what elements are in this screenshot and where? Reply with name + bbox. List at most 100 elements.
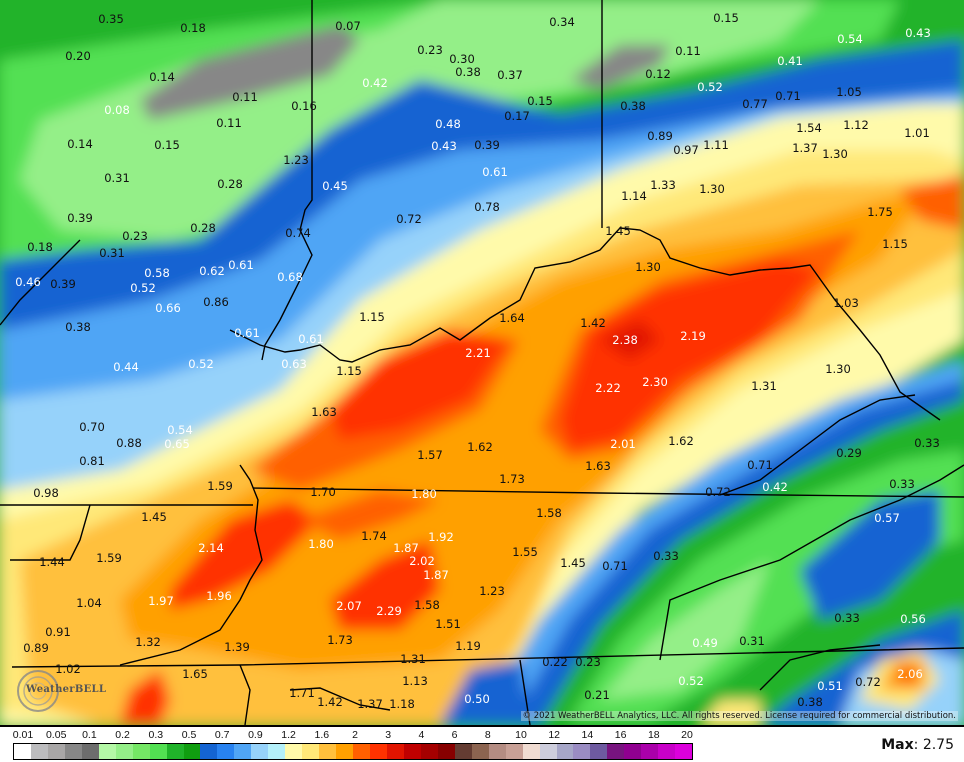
precip-value-label: 1.71 <box>289 686 315 700</box>
precip-value-label: 1.18 <box>389 697 415 711</box>
precip-value-label: 0.33 <box>914 436 940 450</box>
precip-value-label: 0.15 <box>713 11 739 25</box>
legend-swatch <box>285 744 303 759</box>
precip-value-label: 1.03 <box>833 296 859 310</box>
legend-swatch <box>590 744 608 759</box>
precip-value-label: 0.66 <box>155 301 181 315</box>
precip-value-label: 0.71 <box>775 89 801 103</box>
legend-tick-label: 16 <box>614 729 627 741</box>
legend-swatch <box>471 744 489 759</box>
precip-value-label: 0.72 <box>396 212 422 226</box>
precip-value-label: 0.18 <box>27 240 53 254</box>
color-legend: 0.01 0.05 0.1 0.2 0.3 0.5 0.7 0.9 1.2 1.6 2 3 4 6 8 10 1… <box>0 725 964 762</box>
precip-value-label: 1.14 <box>621 189 647 203</box>
precip-value-label: 1.04 <box>76 596 102 610</box>
legend-tick-label: 0.2 <box>115 729 130 741</box>
precip-value-label: 1.80 <box>411 487 437 501</box>
precip-value-label: 0.89 <box>647 129 673 143</box>
precip-value-label: 0.50 <box>464 692 490 706</box>
precip-value-label: 1.23 <box>283 153 309 167</box>
precip-value-label: 0.98 <box>33 486 59 500</box>
precip-value-label: 1.11 <box>703 138 729 152</box>
legend-swatch <box>234 744 252 759</box>
legend-tick-label: 18 <box>647 729 660 741</box>
precip-value-label: 0.61 <box>298 332 324 346</box>
legend-swatch <box>98 744 116 759</box>
legend-swatch <box>641 744 659 759</box>
precip-value-label: 1.39 <box>224 640 250 654</box>
legend-swatch <box>505 744 523 759</box>
legend-swatch <box>624 744 642 759</box>
precip-value-label: 0.17 <box>504 109 530 123</box>
precip-value-label: 0.12 <box>645 67 671 81</box>
precip-value-label: 0.65 <box>164 437 190 451</box>
legend-swatch <box>488 744 506 759</box>
legend-swatch <box>132 744 150 759</box>
precip-value-label: 1.23 <box>479 584 505 598</box>
precip-value-label: 2.38 <box>612 333 638 347</box>
precip-value-label: 0.39 <box>50 277 76 291</box>
precip-value-label: 0.23 <box>122 229 148 243</box>
precip-value-label: 1.45 <box>605 224 631 238</box>
legend-tick-label: 0.3 <box>148 729 164 741</box>
precip-value-label: 0.45 <box>322 179 348 193</box>
precip-value-label: 0.38 <box>797 695 823 709</box>
precip-value-label: 1.65 <box>182 667 208 681</box>
precip-value-label: 0.46 <box>15 275 41 289</box>
precip-value-label: 0.35 <box>98 12 124 26</box>
precip-value-label: 0.77 <box>742 97 768 111</box>
precip-value-label: 0.70 <box>79 420 105 434</box>
precip-value-label: 0.15 <box>154 138 180 152</box>
legend-tick-label: 1.6 <box>314 729 330 741</box>
precip-value-label: 2.01 <box>610 437 636 451</box>
precip-value-label: 1.59 <box>96 551 122 565</box>
max-label: Max <box>881 737 914 753</box>
precip-value-label: 0.97 <box>673 143 699 157</box>
legend-tick-label: 4 <box>418 729 425 741</box>
precip-value-label: 1.73 <box>327 633 353 647</box>
precip-value-label: 0.16 <box>291 99 317 113</box>
precip-value-label: 1.01 <box>904 126 930 140</box>
precip-value-label: 0.57 <box>874 511 900 525</box>
precip-value-label: 1.54 <box>796 121 822 135</box>
precip-value-label: 0.58 <box>144 266 170 280</box>
precip-value-label: 0.43 <box>905 26 931 40</box>
precip-value-label: 0.74 <box>285 226 311 240</box>
precip-value-label: 1.73 <box>499 472 525 486</box>
precip-value-label: 1.32 <box>135 635 161 649</box>
legend-swatch <box>556 744 574 759</box>
precip-value-label: 1.74 <box>361 529 387 543</box>
precip-value-label: 0.43 <box>431 139 457 153</box>
logo-text: WeatherBELL <box>26 684 107 695</box>
precip-value-label: 0.81 <box>79 454 105 468</box>
precip-value-label: 0.61 <box>228 258 254 272</box>
legend-swatch <box>217 744 235 759</box>
precip-value-label: 0.11 <box>232 90 258 104</box>
precip-value-label: 2.07 <box>336 599 362 613</box>
precip-value-label: 0.88 <box>116 436 142 450</box>
precip-value-label: 1.63 <box>585 459 611 473</box>
precip-value-label: 1.31 <box>400 652 426 666</box>
legend-swatch <box>658 744 676 759</box>
precip-value-label: 1.80 <box>308 537 334 551</box>
precip-value-label: 0.20 <box>65 49 91 63</box>
precip-value-label: 0.42 <box>762 480 788 494</box>
legend-tick-label: 1.2 <box>281 729 296 741</box>
precip-value-label: 0.33 <box>889 477 915 491</box>
precip-value-label: 2.30 <box>642 375 668 389</box>
precip-value-label: 1.87 <box>393 541 419 555</box>
precip-value-label: 0.23 <box>575 655 601 669</box>
precip-value-label: 2.21 <box>465 346 491 360</box>
precip-value-label: 0.56 <box>900 612 926 626</box>
precip-value-label: 0.86 <box>203 295 229 309</box>
precip-value-label: 0.22 <box>542 655 568 669</box>
legend-color-bar <box>13 743 693 760</box>
precip-value-label: 0.11 <box>216 116 242 130</box>
precip-value-label: 1.30 <box>635 260 661 274</box>
precip-value-label: 0.31 <box>739 634 765 648</box>
legend-tick-label: 8 <box>484 729 491 741</box>
precip-value-label: 0.48 <box>435 117 461 131</box>
precip-value-label: 2.14 <box>198 541 224 555</box>
precip-value-label: 0.11 <box>675 44 701 58</box>
precip-value-label: 0.33 <box>834 611 860 625</box>
